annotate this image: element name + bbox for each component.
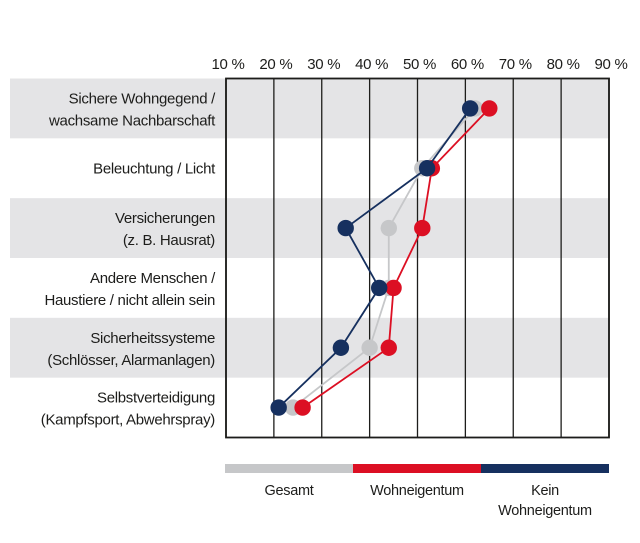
category-label-line2: (z. B. Hausrat): [123, 232, 215, 249]
category-label-line1: Sicherheitssysteme: [90, 330, 215, 347]
category-label: Selbstverteidigung (Kampfsport, Abwehrspr…: [41, 390, 216, 429]
legend-bar-segment: [481, 464, 609, 473]
series-line-gesamt: [292, 107, 476, 409]
axis-tick-label: 70 %: [499, 56, 532, 73]
axis-tick-label: 10 %: [212, 56, 245, 73]
data-point-kein-wohneigentum: [418, 160, 436, 177]
axis-tick-label: 50 %: [403, 56, 436, 73]
category-label-line1: Versicherungen: [115, 210, 215, 227]
category-label-line2: Haustiere / nicht allein sein: [44, 292, 215, 309]
category-label-line1: Andere Menschen /: [90, 270, 216, 287]
data-point-wohneigentum: [380, 339, 397, 356]
category-label-line2: (Schlösser, Alarmanlagen): [47, 352, 215, 369]
axis-tick-label: 20 %: [259, 56, 292, 73]
row-band: [10, 78, 610, 139]
axis-tick-label: 30 %: [307, 56, 340, 73]
legend-label: Wohneigentum: [498, 503, 592, 519]
series-line-kein-wohneigentum: [278, 107, 471, 409]
legend-bar-segment: [353, 464, 481, 473]
series-line-wohneigentum: [302, 107, 490, 409]
category-label-line1: Beleuchtung / Licht: [93, 160, 216, 177]
data-point-gesamt: [380, 219, 397, 237]
data-point-wohneigentum: [385, 279, 402, 297]
category-label: Sichere Wohngegend / wachsame Nachbarscha…: [48, 90, 216, 129]
category-label-line2: wachsame Nachbarschaft: [48, 112, 216, 129]
row-band: [10, 317, 610, 378]
plot-border: [225, 77, 610, 439]
category-label: Beleuchtung / Licht: [93, 160, 216, 177]
data-point-kein-wohneigentum: [270, 399, 287, 416]
category-label-line1: Selbstverteidigung: [97, 390, 215, 407]
axis-tick-label: 40 %: [355, 56, 388, 73]
category-label: Andere Menschen / Haustiere / nicht allei…: [44, 270, 216, 309]
data-point-wohneigentum: [294, 399, 311, 416]
data-point-kein-wohneigentum: [461, 100, 479, 117]
data-point-kein-wohneigentum: [337, 219, 354, 237]
category-label-line1: Sichere Wohngegend /: [69, 90, 216, 107]
data-point-wohneigentum: [481, 100, 498, 117]
data-point-gesamt: [361, 339, 378, 356]
row-band: [10, 198, 610, 258]
legend-bar-segment: [225, 464, 353, 473]
axis-tick-label: 60 %: [451, 56, 484, 73]
category-label: Versicherungen (z. B. Hausrat): [115, 210, 216, 249]
axis-tick-label: 90 %: [595, 56, 628, 73]
category-label: Sicherheitssysteme (Schlösser, Alarmanlag…: [47, 330, 215, 369]
data-point-kein-wohneigentum: [371, 279, 388, 297]
category-label-line2: (Kampfsport, Abwehrspray): [41, 412, 216, 429]
legend-label: Wohneigentum: [370, 483, 464, 499]
legend-label: Gesamt: [265, 483, 314, 499]
data-point-wohneigentum: [414, 219, 431, 237]
data-point-kein-wohneigentum: [332, 339, 350, 356]
legend-label: Kein: [531, 483, 559, 499]
axis-tick-label: 80 %: [547, 56, 580, 73]
